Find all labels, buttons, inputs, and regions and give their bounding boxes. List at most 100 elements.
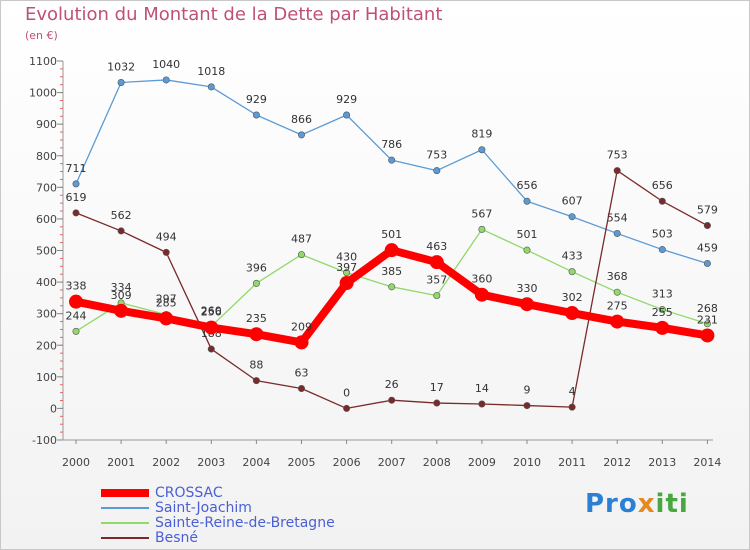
data-point-saint-joachim bbox=[658, 246, 666, 254]
data-point-saint-joachim bbox=[523, 197, 531, 205]
x-tick-label: 2001 bbox=[107, 456, 135, 469]
data-point-saint-joachim bbox=[343, 111, 351, 119]
x-tick-label: 2010 bbox=[513, 456, 541, 469]
data-label-saint-joachim: 929 bbox=[336, 93, 357, 106]
data-label-besn: 88 bbox=[249, 359, 263, 372]
data-point-besn bbox=[343, 404, 351, 412]
data-point-crossac bbox=[339, 276, 354, 291]
data-point-besn bbox=[117, 227, 125, 235]
data-point-crossac bbox=[249, 327, 264, 342]
x-tick-label: 2000 bbox=[62, 456, 90, 469]
data-label-saint-joachim: 786 bbox=[381, 138, 402, 151]
data-label-besn: 579 bbox=[697, 204, 718, 217]
x-tick-label: 2007 bbox=[378, 456, 406, 469]
data-point-crossac bbox=[565, 306, 580, 321]
data-point-crossac bbox=[610, 314, 625, 329]
data-point-saint-joachim bbox=[72, 180, 80, 188]
data-point-saint-joachim bbox=[388, 156, 396, 164]
data-point-crossac bbox=[114, 303, 129, 318]
data-point-besn bbox=[207, 345, 215, 353]
data-label-sainte-reine-de-bretagne: 244 bbox=[66, 309, 87, 322]
data-point-crossac bbox=[429, 255, 444, 270]
data-label-sainte-reine-de-bretagne: 567 bbox=[471, 207, 492, 220]
data-label-crossac: 330 bbox=[517, 282, 538, 295]
data-label-besn: 494 bbox=[156, 230, 177, 243]
data-point-saint-joachim bbox=[117, 78, 125, 86]
data-label-besn: 656 bbox=[652, 179, 673, 192]
legend-label: Sainte-Reine-de-Bretagne bbox=[155, 514, 335, 531]
data-label-sainte-reine-de-bretagne: 501 bbox=[517, 228, 538, 241]
data-point-saint-joachim bbox=[433, 167, 441, 175]
data-label-crossac: 255 bbox=[652, 306, 673, 319]
data-label-crossac: 463 bbox=[426, 240, 447, 253]
y-tick-label: 500 bbox=[36, 245, 57, 258]
data-label-besn: 17 bbox=[430, 381, 444, 394]
data-label-besn: 26 bbox=[385, 378, 399, 391]
data-label-saint-joachim: 656 bbox=[517, 179, 538, 192]
data-label-crossac: 302 bbox=[562, 291, 583, 304]
data-point-besn bbox=[162, 248, 170, 256]
data-label-crossac: 285 bbox=[156, 296, 177, 309]
y-tick-label: 100 bbox=[36, 371, 57, 384]
data-label-saint-joachim: 753 bbox=[426, 149, 447, 162]
data-point-saint-joachim bbox=[207, 83, 215, 91]
data-point-saint-joachim bbox=[297, 131, 305, 139]
data-label-besn: 753 bbox=[607, 149, 628, 162]
data-label-besn: 63 bbox=[295, 367, 309, 380]
x-tick-label: 2005 bbox=[288, 456, 316, 469]
data-point-crossac bbox=[204, 320, 219, 335]
data-point-crossac bbox=[520, 297, 534, 312]
data-point-sainte-reine-de-bretagne bbox=[658, 306, 666, 314]
data-point-sainte-reine-de-bretagne bbox=[478, 225, 486, 233]
data-label-saint-joachim: 711 bbox=[66, 162, 87, 175]
data-point-saint-joachim bbox=[568, 213, 576, 221]
data-label-sainte-reine-de-bretagne: 396 bbox=[246, 261, 267, 274]
data-label-besn: 9 bbox=[524, 384, 531, 397]
data-label-sainte-reine-de-bretagne: 433 bbox=[562, 250, 583, 263]
y-tick-label: 700 bbox=[36, 181, 57, 194]
data-label-saint-joachim: 866 bbox=[291, 113, 312, 126]
data-label-crossac: 235 bbox=[246, 312, 267, 325]
y-tick-label: 300 bbox=[36, 308, 57, 321]
x-tick-label: 2006 bbox=[333, 456, 361, 469]
x-tick-label: 2014 bbox=[693, 456, 721, 469]
data-point-sainte-reine-de-bretagne bbox=[252, 279, 260, 287]
data-point-besn bbox=[478, 400, 486, 408]
data-label-crossac: 209 bbox=[291, 320, 312, 333]
data-label-crossac: 309 bbox=[111, 289, 132, 302]
y-tick-label: 800 bbox=[36, 150, 57, 163]
data-point-sainte-reine-de-bretagne bbox=[297, 251, 305, 259]
x-tick-label: 2009 bbox=[468, 456, 496, 469]
legend-swatch bbox=[101, 536, 149, 539]
data-point-saint-joachim bbox=[478, 146, 486, 154]
data-label-crossac: 256 bbox=[201, 306, 222, 319]
data-point-saint-joachim bbox=[252, 111, 260, 119]
data-label-besn: 619 bbox=[66, 191, 87, 204]
data-point-saint-joachim bbox=[703, 259, 711, 267]
data-point-besn bbox=[433, 399, 441, 407]
data-point-crossac bbox=[700, 328, 715, 343]
data-point-crossac bbox=[159, 311, 174, 326]
data-label-sainte-reine-de-bretagne: 313 bbox=[652, 288, 673, 301]
data-label-sainte-reine-de-bretagne: 487 bbox=[291, 233, 312, 246]
data-label-crossac: 397 bbox=[336, 261, 357, 274]
legend-swatch bbox=[101, 521, 149, 524]
data-point-besn bbox=[72, 209, 80, 217]
data-label-saint-joachim: 819 bbox=[471, 128, 492, 141]
legend-item: Saint-Joachim bbox=[101, 500, 335, 516]
x-tick-label: 2004 bbox=[242, 456, 270, 469]
proxiti-logo: Proxiti bbox=[585, 489, 689, 519]
data-point-crossac bbox=[384, 243, 399, 258]
data-label-crossac: 275 bbox=[607, 300, 628, 313]
data-label-crossac: 501 bbox=[381, 228, 402, 241]
data-point-besn bbox=[568, 403, 576, 411]
data-label-saint-joachim: 1040 bbox=[152, 58, 180, 71]
unit-label: (en €) bbox=[25, 29, 58, 42]
legend-item: CROSSAC bbox=[101, 485, 335, 501]
data-point-besn bbox=[658, 197, 666, 205]
data-point-sainte-reine-de-bretagne bbox=[72, 327, 80, 335]
x-tick-label: 2013 bbox=[648, 456, 676, 469]
data-label-saint-joachim: 929 bbox=[246, 93, 267, 106]
data-label-crossac: 338 bbox=[66, 280, 87, 293]
data-point-crossac bbox=[69, 294, 83, 309]
